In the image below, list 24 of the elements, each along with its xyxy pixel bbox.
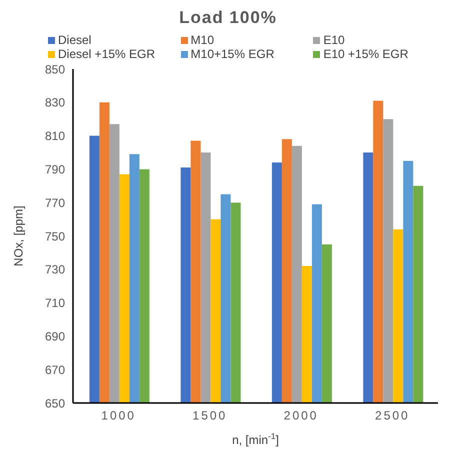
y-tick-label: 850 [44,62,66,76]
y-tick-label: 690 [44,329,66,344]
x-tick-label: 1500 [192,408,228,423]
y-tick-label: 650 [44,396,66,410]
y-tick-label: 790 [44,162,66,176]
chart-title: Load 100% [178,8,278,28]
legend-label: Diesel [58,33,92,47]
y-tick-label: 830 [44,96,66,110]
y-tick-label: 670 [44,362,66,377]
y-tick-label: 770 [44,196,66,210]
y-axis-title: NOx, [ppm] [11,206,26,266]
legend-label: E10 [323,33,345,47]
legend-label: M10+15% EGR [190,47,274,61]
x-tick-label: 1000 [101,408,136,423]
x-axis-title: n, [min$^{-1}$] [232,431,279,447]
y-tick-label: 710 [44,296,66,310]
x-tick-label: 2500 [375,408,410,423]
y-tick-label: 810 [44,129,66,144]
legend-label: M10 [190,33,214,47]
legend-label: Diesel +15% EGR [58,47,156,61]
x-tick-label: 2000 [284,408,318,423]
y-tick-label: 750 [44,229,66,244]
legend-label: E10 +15% EGR [323,47,408,61]
y-tick-label: 730 [44,262,66,277]
